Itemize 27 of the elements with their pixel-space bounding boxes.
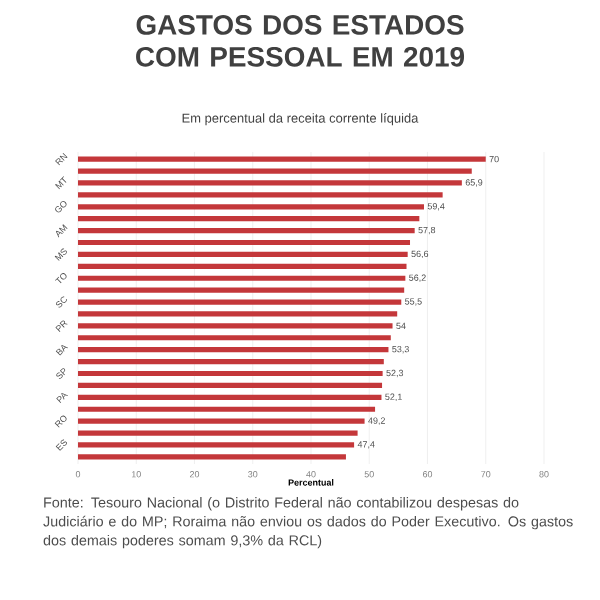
bar: [78, 216, 420, 222]
bar: [78, 287, 405, 293]
bar: [78, 370, 383, 377]
bar: [78, 335, 391, 341]
bar: [78, 227, 415, 234]
bar: [78, 251, 408, 258]
bar: [78, 358, 384, 365]
bar: [78, 347, 389, 353]
bar: [78, 394, 382, 400]
bar: [78, 204, 424, 210]
bar: [78, 168, 472, 174]
bar: [78, 299, 402, 305]
bar: [78, 418, 365, 424]
bar: [78, 442, 355, 448]
bar: [78, 311, 398, 317]
bar: [78, 382, 383, 389]
bar: [78, 180, 462, 186]
bar: [78, 454, 346, 460]
chart-title: GASTOS DOS ESTADOS COM PESSOAL EM 2019: [136, 15, 465, 67]
bar: [78, 275, 406, 281]
bar: [78, 430, 358, 436]
bar: [78, 156, 486, 162]
bar: [78, 323, 393, 329]
bar: [78, 263, 407, 269]
bar: [78, 192, 443, 198]
bar: [78, 239, 411, 246]
bar: [78, 406, 376, 412]
